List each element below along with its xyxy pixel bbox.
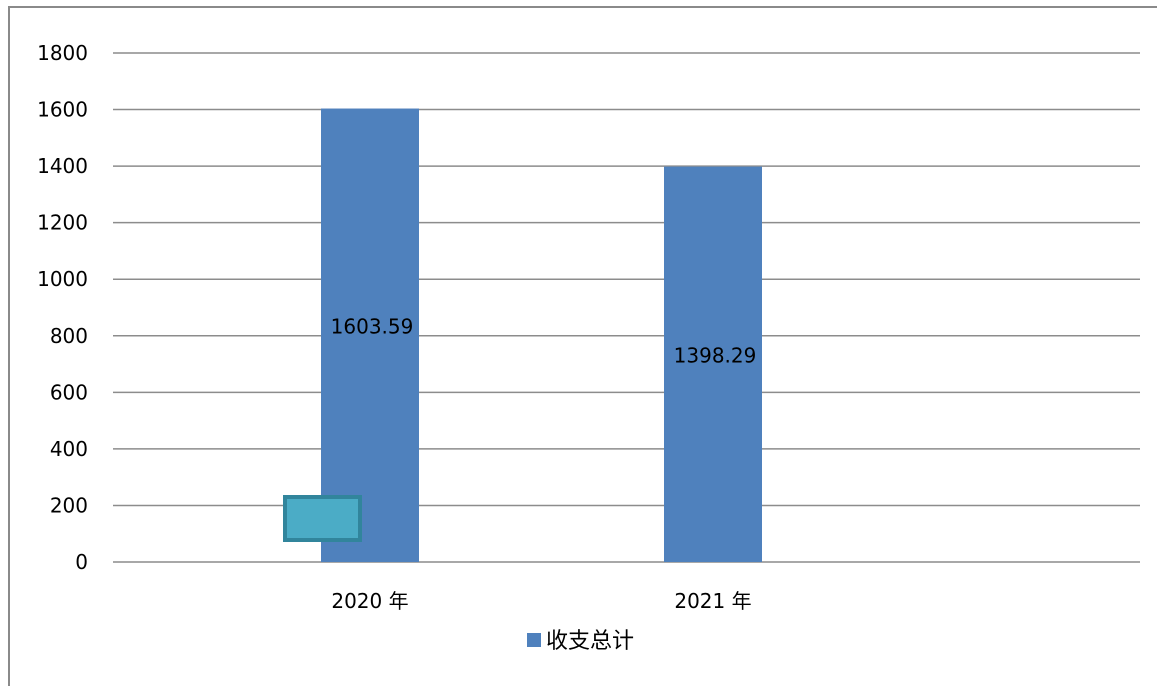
data-label: 1398.29: [674, 343, 757, 367]
y-tick-label: 1000: [37, 267, 88, 291]
y-tick-label: 600: [50, 380, 88, 404]
y-tick-label: 1200: [37, 211, 88, 235]
y-tick-label: 200: [50, 493, 88, 517]
x-tick-label: 2021 年: [674, 589, 751, 613]
y-axis-ticks: 0 200 400 600 800 1000 1200 1400 1600 1800: [37, 41, 88, 574]
legend: 收支总计: [527, 629, 634, 654]
data-label: 1603.59: [331, 314, 414, 338]
x-axis-ticks: 2020 年 2021 年: [331, 589, 751, 613]
gridlines: [113, 52, 1140, 563]
y-tick-label: 800: [50, 324, 88, 348]
bar: [321, 108, 419, 563]
data-labels: 1603.59 1398.29: [331, 314, 757, 367]
overlay-box: [283, 495, 362, 542]
y-tick-label: 1400: [37, 154, 88, 178]
y-tick-label: 1800: [37, 41, 88, 65]
y-tick-label: 1600: [37, 98, 88, 122]
y-tick-label: 0: [75, 550, 88, 574]
bar: [664, 166, 762, 562]
y-tick-label: 400: [50, 437, 88, 461]
legend-label: 收支总计: [546, 629, 634, 654]
x-tick-label: 2020 年: [331, 589, 408, 613]
bars: [321, 108, 762, 563]
legend-swatch-icon: [527, 633, 541, 647]
chart-frame: [8, 6, 1157, 686]
